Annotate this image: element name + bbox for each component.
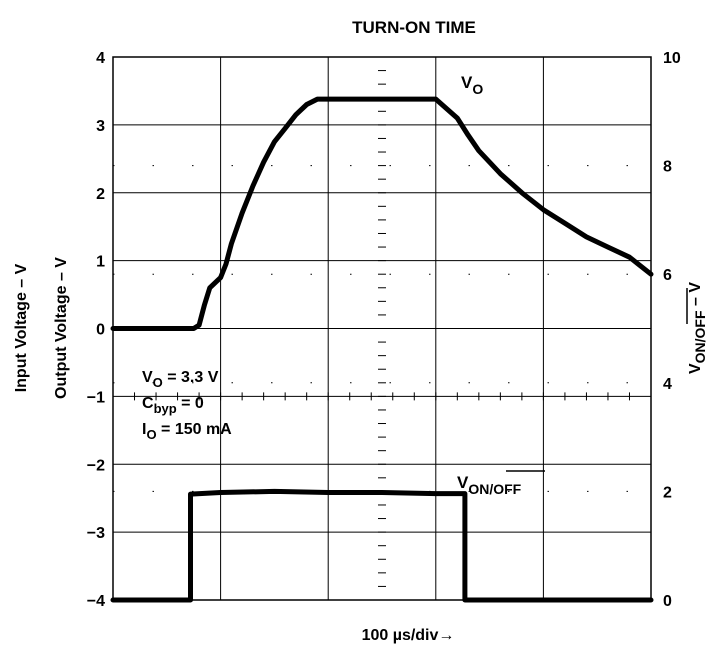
left-tick-label: −1: [87, 389, 105, 406]
series-label-von-off: VON/OFF: [457, 473, 522, 497]
left-tick-label: −3: [87, 525, 105, 542]
chart-title: TURN-ON TIME: [352, 18, 476, 37]
left-tick-labels: 4 3 2 1 0 −1 −2 −3 −4: [87, 50, 105, 610]
y-axis-title-right: VON/OFF – V: [686, 282, 708, 374]
left-tick-label: 0: [96, 322, 105, 339]
right-tick-label: 8: [663, 159, 672, 176]
left-tick-label: 1: [96, 254, 105, 271]
annotation-cbyp: Cbyp = 0: [142, 395, 204, 416]
left-tick-label: 4: [96, 50, 105, 67]
series-line-vo: [110, 96, 654, 331]
series-label-vo: VO: [461, 73, 483, 97]
right-tick-label: 4: [663, 376, 672, 393]
left-tick-label: 2: [96, 186, 105, 203]
annotation-block: VO = 3.3 V Cbyp = 0 IO = 150 mA: [142, 369, 232, 442]
y-axis-title-output: Output Voltage – V: [53, 257, 70, 399]
annotation-io: IO = 150 mA: [142, 421, 232, 442]
left-tick-label: −2: [87, 457, 105, 474]
plot-frame: [112, 56, 652, 601]
right-tick-label: 0: [663, 593, 672, 610]
right-tick-labels: 10 8 6 4 2 0: [663, 50, 681, 610]
right-tick-label: 10: [663, 50, 681, 67]
right-tick-label: 2: [663, 484, 672, 501]
annotation-vo: VO = 3.3 V: [142, 369, 219, 390]
x-axis-title: 100 µs/div→: [362, 627, 455, 644]
right-tick-label: 6: [663, 267, 672, 284]
y-axis-title-input: Input Voltage – V: [13, 263, 30, 392]
series-layer: [110, 96, 654, 603]
right-axis-title-text: VON/OFF – V: [687, 282, 708, 374]
left-tick-label: 3: [96, 118, 105, 135]
left-tick-label: −4: [87, 593, 105, 610]
